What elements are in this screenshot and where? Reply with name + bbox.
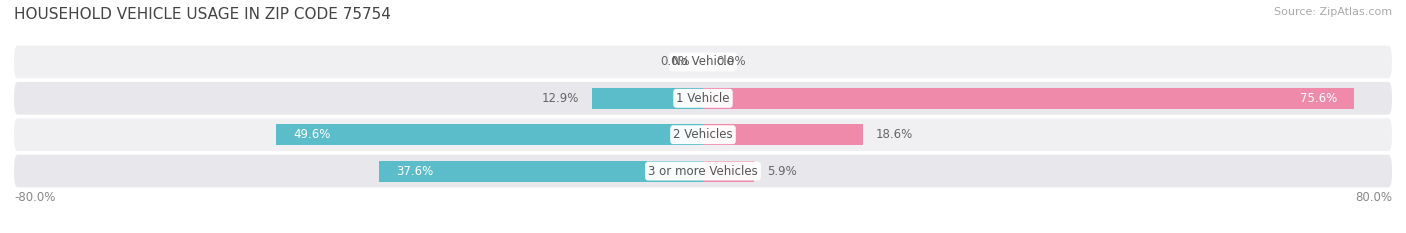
- Text: 1 Vehicle: 1 Vehicle: [676, 92, 730, 105]
- Text: 5.9%: 5.9%: [766, 164, 796, 178]
- FancyBboxPatch shape: [14, 155, 1392, 187]
- Text: No Vehicle: No Vehicle: [672, 55, 734, 69]
- FancyBboxPatch shape: [14, 46, 1392, 78]
- Text: 80.0%: 80.0%: [1355, 192, 1392, 204]
- Text: 37.6%: 37.6%: [396, 164, 433, 178]
- Bar: [703, 88, 1354, 109]
- Bar: [703, 124, 863, 145]
- Text: 49.6%: 49.6%: [292, 128, 330, 141]
- Bar: [592, 88, 703, 109]
- Text: Source: ZipAtlas.com: Source: ZipAtlas.com: [1274, 7, 1392, 17]
- Text: 3 or more Vehicles: 3 or more Vehicles: [648, 164, 758, 178]
- Text: 2 Vehicles: 2 Vehicles: [673, 128, 733, 141]
- Text: 0.0%: 0.0%: [661, 55, 690, 69]
- Bar: [703, 161, 754, 182]
- Bar: [276, 124, 703, 145]
- FancyBboxPatch shape: [14, 118, 1392, 151]
- FancyBboxPatch shape: [14, 82, 1392, 115]
- Text: 0.0%: 0.0%: [716, 55, 745, 69]
- Text: 18.6%: 18.6%: [876, 128, 914, 141]
- Text: 12.9%: 12.9%: [541, 92, 579, 105]
- Bar: [380, 161, 703, 182]
- Text: HOUSEHOLD VEHICLE USAGE IN ZIP CODE 75754: HOUSEHOLD VEHICLE USAGE IN ZIP CODE 7575…: [14, 7, 391, 22]
- Text: -80.0%: -80.0%: [14, 192, 55, 204]
- Text: 75.6%: 75.6%: [1299, 92, 1337, 105]
